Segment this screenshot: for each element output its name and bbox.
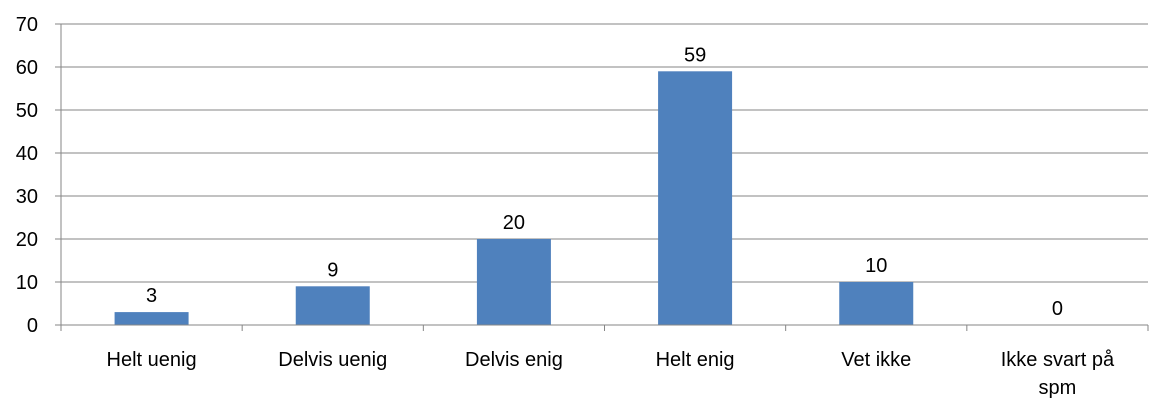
data-label: 3 [146,285,157,307]
y-tick-label: 10 [16,272,38,294]
bar [295,286,370,325]
bar [839,282,914,325]
y-tick-label: 60 [16,57,38,79]
gridlines [61,23,1148,283]
data-label: 20 [503,212,525,234]
bar [114,312,189,325]
data-label: 10 [865,255,887,277]
data-label: 0 [1052,298,1063,320]
axes [55,23,1149,331]
y-tick-label: 30 [16,186,38,208]
data-label: 9 [327,259,338,281]
x-tick-label: Delvis enig [465,349,563,371]
y-tick-labels: 0 10 20 30 40 50 60 70 [16,14,38,337]
x-tick-label: Ikke svart på [1001,349,1115,371]
y-tick-label: 70 [16,14,38,36]
x-tick-labels: Helt uenig Delvis uenig Delvis enig Helt en… [107,349,1115,399]
x-tick-label: Helt enig [656,349,735,371]
x-tick-label: Delvis uenig [278,349,387,371]
y-tick-label: 40 [16,143,38,165]
y-tick-label: 0 [27,315,38,337]
y-tick-label: 20 [16,229,38,251]
bar [658,71,733,325]
x-tick-label: Vet ikke [841,349,911,371]
data-label: 59 [684,44,706,66]
x-tick-label: spm [1039,377,1077,399]
y-tick-label: 50 [16,100,38,122]
x-tick-label: Helt uenig [107,349,197,371]
bars [114,71,914,325]
bar [476,239,551,325]
data-labels: 3 9 20 59 10 0 [146,44,1063,320]
